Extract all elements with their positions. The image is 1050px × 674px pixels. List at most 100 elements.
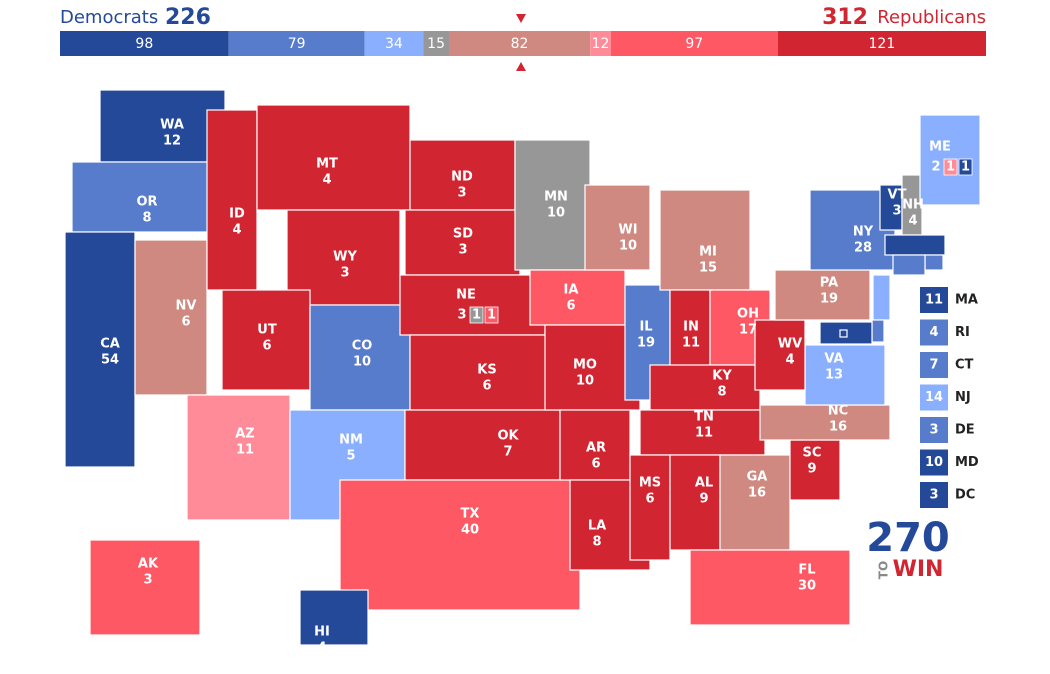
bar-segment <box>423 31 449 56</box>
state <box>872 274 891 321</box>
state <box>689 549 851 626</box>
state <box>839 329 848 338</box>
state-votes: 4 <box>322 173 331 188</box>
rating-bar: 98 79 34 15 82 12 97 121 <box>60 31 986 56</box>
state-votes: 9 <box>699 492 708 507</box>
state-abbr: AL <box>695 476 713 491</box>
callout-box <box>920 482 948 508</box>
state <box>339 479 581 611</box>
state-abbr: NE <box>456 288 476 303</box>
bar-segment <box>228 31 365 56</box>
map <box>64 89 981 646</box>
state-votes: 6 <box>566 299 575 314</box>
callout-abbr: DC <box>955 488 975 503</box>
state <box>789 439 841 501</box>
state-abbr: VA <box>824 352 843 367</box>
state <box>89 539 201 636</box>
state-abbr: ME <box>929 140 951 155</box>
state-votes: 8 <box>592 535 601 550</box>
state-votes: 11 <box>236 443 254 458</box>
state <box>256 104 411 211</box>
callout-abbr: DE <box>955 423 975 438</box>
state-abbr: MT <box>316 157 338 172</box>
callout-votes: 3 <box>929 423 938 438</box>
state-abbr: NH <box>902 198 924 213</box>
state-votes: 8 <box>717 385 726 400</box>
logo-win: WIN <box>893 557 944 582</box>
state-votes: 10 <box>353 355 371 370</box>
callout-box <box>920 384 948 411</box>
state-votes: 15 <box>699 261 717 276</box>
state-abbr: FL <box>798 563 815 578</box>
state-abbr: IN <box>683 320 699 335</box>
state-votes: 3 <box>457 186 466 201</box>
state <box>514 139 591 271</box>
state-abbr: TX <box>461 507 480 522</box>
state <box>659 189 751 291</box>
state-votes: 10 <box>619 239 637 254</box>
split-votes: 1 <box>961 160 970 175</box>
state-votes: 7 <box>503 445 512 460</box>
state-abbr: CA <box>100 337 120 352</box>
state <box>629 454 671 561</box>
state-abbr: OR <box>136 195 157 210</box>
state <box>884 234 946 256</box>
bar-segment-label: 82 <box>511 36 529 52</box>
state <box>669 454 721 551</box>
state-votes: 11 <box>695 426 713 441</box>
state-votes: 4 <box>317 641 326 656</box>
midpoint-marker <box>516 14 526 23</box>
rep-total: 312 <box>822 5 868 30</box>
state-votes: 6 <box>262 339 271 354</box>
small-state-legend: 11 MA 4 RI 7 CT 14 NJ 3 DE 10 MD 3 DC <box>920 287 979 508</box>
callout-box <box>920 287 948 313</box>
state-votes: 16 <box>748 486 766 501</box>
state-abbr: GA <box>747 470 768 485</box>
state-abbr: UT <box>257 323 277 338</box>
state <box>719 454 791 551</box>
state-votes: 13 <box>825 368 843 383</box>
state-votes: 2 <box>931 160 940 175</box>
state-abbr: HI <box>314 625 330 640</box>
state <box>404 209 521 276</box>
state <box>584 184 651 271</box>
split-votes: 1 <box>487 308 496 323</box>
callout-votes: 7 <box>929 358 938 373</box>
bar-segment <box>610 31 778 56</box>
state <box>64 231 136 468</box>
state-abbr: VT <box>888 188 907 203</box>
state <box>529 269 626 326</box>
bar-segment <box>590 31 611 56</box>
state-votes: 4 <box>232 223 241 238</box>
state-votes: 3 <box>143 573 152 588</box>
callout-box <box>920 417 948 443</box>
bar-segment-label: 98 <box>135 36 153 52</box>
state <box>559 409 631 481</box>
bar-segment <box>364 31 424 56</box>
state <box>286 209 401 306</box>
state <box>924 254 944 271</box>
state <box>754 319 806 391</box>
state-votes: 4 <box>785 353 794 368</box>
state-votes: 6 <box>591 457 600 472</box>
state-abbr: NV <box>176 299 197 314</box>
state <box>544 324 641 411</box>
state <box>99 89 226 163</box>
state-abbr: AR <box>586 441 606 456</box>
rep-label: Republicans <box>877 7 986 28</box>
state-votes: 3 <box>457 308 466 323</box>
state-votes: 11 <box>682 336 700 351</box>
split-box <box>469 306 484 324</box>
bar-segment-label: 12 <box>592 36 610 52</box>
state <box>774 269 871 321</box>
state <box>309 304 411 411</box>
callout-votes: 3 <box>929 488 938 503</box>
state-abbr: WA <box>160 118 184 133</box>
state-abbr: NC <box>828 404 848 419</box>
bar-segment-label: 34 <box>385 36 403 52</box>
split-votes: 1 <box>472 308 481 323</box>
state-votes: 3 <box>892 204 901 219</box>
split-votes: 1 <box>946 160 955 175</box>
